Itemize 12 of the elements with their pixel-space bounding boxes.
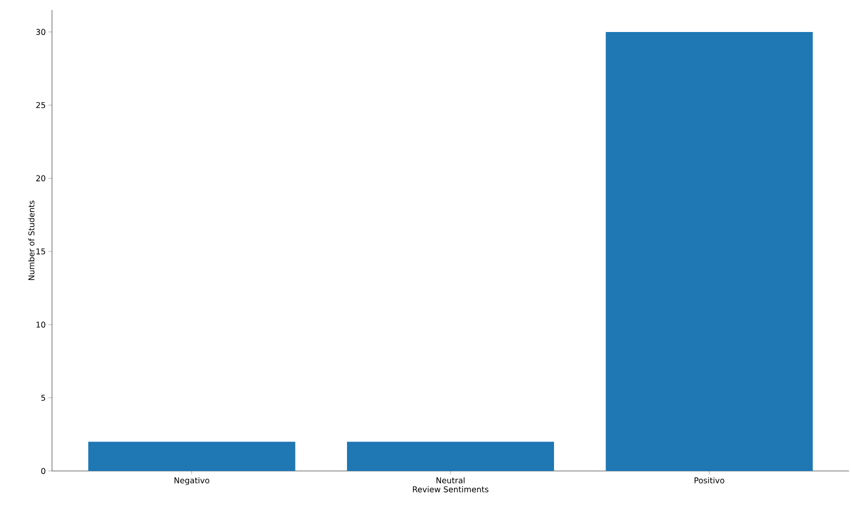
- y-tick-label: 0: [41, 468, 46, 474]
- x-tick-label: Positivo: [694, 477, 724, 484]
- x-tick-label: Negativo: [174, 477, 210, 485]
- y-tick-label: 5: [41, 394, 46, 401]
- y-tick-label: 25: [36, 102, 46, 108]
- y-tick-label: 10: [36, 322, 46, 328]
- y-tick-label: 20: [36, 175, 46, 182]
- y-tick-label: 30: [36, 28, 46, 35]
- y-tick-label: 15: [36, 248, 46, 254]
- x-axis-title: Review Sentiments: [412, 486, 488, 492]
- x-tick-label: Neutral: [436, 477, 465, 484]
- y-axis-title: Number of Students: [28, 200, 34, 280]
